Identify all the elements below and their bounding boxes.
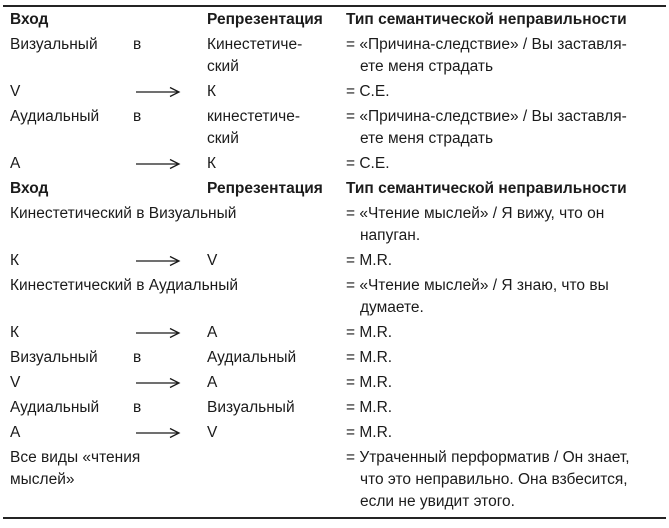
type-cell: = «Чтение мыслей» / Я вижу, что он напуг… [346, 205, 605, 244]
long-right-arrow-icon [136, 377, 181, 389]
type-cell: = C.E. [346, 83, 390, 100]
long-right-arrow-icon [136, 427, 181, 439]
representation-cell: Аудиальный [207, 349, 297, 366]
type-cell: = M.R. [346, 349, 393, 366]
type-cell: = M.R. [346, 399, 393, 416]
input-cell: К [10, 252, 20, 269]
table-row: Аудиальный в кинестетиче- ский = «Причин… [10, 106, 667, 150]
table-row: Кинестетический в Аудиальный = «Чтение м… [10, 275, 667, 319]
connector-cell [133, 372, 207, 394]
span-cell: Кинестетический в Визуальный [10, 205, 237, 222]
table-row: V К = C.E. [10, 81, 667, 103]
table-row: Аудиальный в Визуальный = M.R. [10, 397, 667, 419]
input-cell: Аудиальный [10, 399, 100, 416]
long-right-arrow-icon [136, 327, 181, 339]
type-cell: = C.E. [346, 155, 390, 172]
table-section-1: Вход Репрезентация Тип семантической неп… [10, 9, 667, 175]
header-row: Вход Репрезентация Тип семантической неп… [10, 178, 667, 200]
table-row: Визуальный в Кинестетиче- ский = «Причин… [10, 34, 667, 78]
type-cell: = Утраченный перформатив / Он знает, что… [346, 449, 630, 510]
top-rule [3, 5, 666, 7]
representation-cell: К [207, 155, 217, 172]
input-cell: А [10, 155, 21, 172]
connector-cell: в [133, 399, 142, 416]
representation-cell: V [207, 252, 218, 269]
input-cell: Аудиальный [10, 108, 100, 125]
column-header-representation: Репрезентация [207, 180, 323, 197]
connector-cell: в [133, 349, 142, 366]
long-right-arrow-icon [136, 158, 181, 170]
input-cell: А [10, 424, 21, 441]
column-header-type: Тип семантической неправильности [346, 11, 627, 28]
span-cell: Кинестетический в Аудиальный [10, 277, 238, 294]
representation-cell: А [207, 324, 218, 341]
table-row: Кинестетический в Визуальный = «Чтение м… [10, 203, 667, 247]
table-row: К А = M.R. [10, 322, 667, 344]
connector-cell: в [133, 36, 142, 53]
column-header-input: Вход [10, 11, 49, 28]
input-cell: V [10, 374, 21, 391]
input-cell: Визуальный [10, 36, 98, 53]
input-cell: К [10, 324, 20, 341]
connector-cell [133, 81, 207, 103]
header-row: Вход Репрезентация Тип семантической неп… [10, 9, 667, 31]
bottom-rule [3, 517, 666, 519]
type-cell: = M.R. [346, 374, 393, 391]
representation-cell: V [207, 424, 218, 441]
input-cell: V [10, 83, 21, 100]
long-right-arrow-icon [136, 255, 181, 267]
representation-cell: Кинестетиче- ский [207, 36, 303, 75]
long-right-arrow-icon [136, 86, 181, 98]
connector-cell: в [133, 108, 142, 125]
representation-cell: А [207, 374, 218, 391]
representation-cell: Визуальный [207, 399, 295, 416]
table-row: А К = C.E. [10, 153, 667, 175]
table-row: Визуальный в Аудиальный = M.R. [10, 347, 667, 369]
column-header-type: Тип семантической неправильности [346, 180, 627, 197]
type-cell: = «Чтение мыслей» / Я знаю, что вы думае… [346, 277, 609, 316]
span-cell: Все виды «чтения мыслей» [10, 449, 141, 488]
connector-cell [133, 250, 207, 272]
type-cell: = M.R. [346, 252, 393, 269]
table-row: К V = M.R. [10, 250, 667, 272]
table-section-2: Вход Репрезентация Тип семантической неп… [10, 178, 667, 513]
type-cell: = «Причина-следствие» / Вы заставля- ете… [346, 108, 627, 147]
table-row: V А = M.R. [10, 372, 667, 394]
type-cell: = M.R. [346, 324, 393, 341]
representation-cell: кинестетиче- ский [207, 108, 301, 147]
type-cell: = M.R. [346, 424, 393, 441]
type-cell: = «Причина-следствие» / Вы заставля- ете… [346, 36, 627, 75]
connector-cell [133, 153, 207, 175]
column-header-representation: Репрезентация [207, 11, 323, 28]
table-row: Все виды «чтения мыслей» = Утраченный пе… [10, 447, 667, 513]
connector-cell [133, 322, 207, 344]
representation-cell: К [207, 83, 217, 100]
table: Вход Репрезентация Тип семантической неп… [10, 9, 667, 516]
column-header-input: Вход [10, 180, 49, 197]
input-cell: Визуальный [10, 349, 98, 366]
connector-cell [133, 422, 207, 444]
table-row: А V = M.R. [10, 422, 667, 444]
